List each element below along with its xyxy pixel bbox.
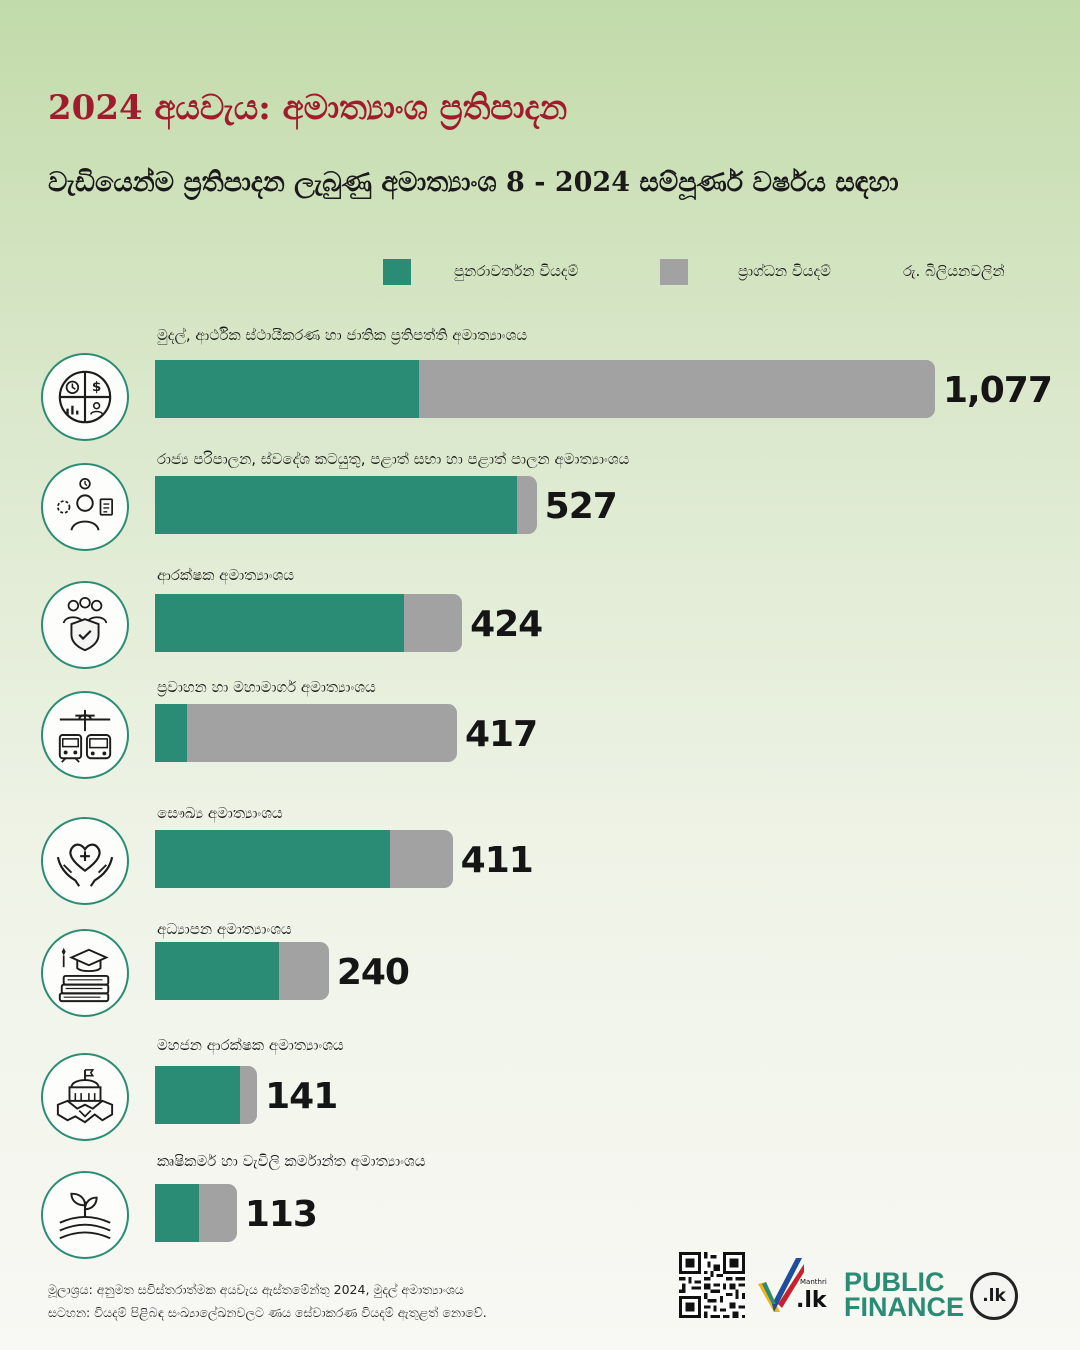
bar-recurrent bbox=[155, 1184, 200, 1242]
bar-total-label: 113 bbox=[244, 1194, 318, 1235]
chart-row: අධ්‍යාපන අමාත්‍යාංශය 240 bbox=[0, 920, 1080, 1038]
public-admin-icon bbox=[41, 463, 129, 551]
category-label: කෘෂිකර්ම හා වැවිලි කර්මාන්ත අමාත්‍යාංශය bbox=[157, 1152, 426, 1170]
svg-text:$: $ bbox=[92, 379, 101, 395]
footer-source: මූලාශ්‍රය: අනුමත සවිස්තරාත්මක අයවැය ඇස්ත… bbox=[48, 1282, 464, 1297]
legend-unit-label: රු. බිලියනවලින් bbox=[903, 262, 1005, 280]
bar-capital bbox=[155, 360, 935, 418]
public-security-icon bbox=[41, 1053, 129, 1141]
pf-line1: PUBLIC bbox=[844, 1267, 945, 1297]
bar-total-label: 417 bbox=[465, 714, 538, 755]
chart-row: $ මුදල්, ආර්ථික ස්ථායීකරණ හා ජාතික ප්‍රති… bbox=[0, 326, 1080, 444]
chart-row: මහජන ආරක්ෂක අමාත්‍යාංශය 141 bbox=[0, 1036, 1080, 1154]
pf-seal-icon: .lk bbox=[970, 1272, 1018, 1320]
bar-recurrent bbox=[155, 1066, 241, 1124]
pf-line2: FINANCE bbox=[844, 1292, 964, 1322]
chart-row: ආරක්ෂක අමාත්‍යාංශය 424 bbox=[0, 566, 1080, 684]
finance-pie-icon: $ bbox=[41, 353, 129, 441]
footer-note: සටහන: වියදම් පිළිබඳ සංඛ්‍යාලේඛනවලට ණය සේ… bbox=[48, 1305, 487, 1320]
bar-capital bbox=[155, 942, 329, 1000]
bar-capital bbox=[155, 704, 457, 762]
bar-capital bbox=[155, 594, 463, 652]
legend-recurrent-label: පුනරාවර්තන වියදම් bbox=[454, 262, 579, 280]
bar-total-label: 527 bbox=[544, 486, 618, 527]
chart-row: රාජ්‍ය පරිපාලන, ස්වදේශ කටයුතු, පළාත් සභා… bbox=[0, 450, 1080, 568]
page-title: 2024 අයවැය: අමාත්‍යාංශ ප්‍රතිපාදන bbox=[48, 88, 568, 128]
bar-total-label: 240 bbox=[336, 952, 410, 993]
defence-shield-icon bbox=[41, 581, 129, 669]
qr-code-icon[interactable] bbox=[679, 1252, 745, 1318]
category-label: සෞඛ්‍ය අමාත්‍යාංශය bbox=[157, 804, 283, 822]
bar-capital bbox=[155, 1066, 258, 1124]
chart-row: කෘෂිකර්ම හා වැවිලි කර්මාන්ත අමාත්‍යාංශය 1… bbox=[0, 1152, 1080, 1270]
bar-capital bbox=[155, 1184, 237, 1242]
legend-capital-swatch bbox=[660, 259, 688, 285]
bar-recurrent bbox=[155, 594, 405, 652]
category-label: රාජ්‍ය පරිපාලන, ස්වදේශ කටයුතු, පළාත් සභා… bbox=[157, 450, 630, 468]
education-books-icon bbox=[41, 929, 129, 1017]
health-heart-icon bbox=[41, 817, 129, 905]
public-finance-logo[interactable]: PUBLIC FINANCE bbox=[844, 1267, 964, 1322]
bar-recurrent bbox=[155, 476, 518, 534]
bar-total-label: 1,077 bbox=[943, 370, 1053, 411]
chart-row: ප්‍රවාහන හා මහාමාර්ග අමාත්‍යාංශය 417 bbox=[0, 678, 1080, 796]
manthri-check-icon bbox=[758, 1258, 804, 1312]
bar-total-label: 424 bbox=[470, 604, 543, 645]
category-label: මහජන ආරක්ෂක අමාත්‍යාංශය bbox=[157, 1036, 344, 1054]
legend-recurrent-swatch bbox=[383, 259, 411, 285]
chart-row: සෞඛ්‍ය අමාත්‍යාංශය 411 bbox=[0, 804, 1080, 922]
category-label: අධ්‍යාපන අමාත්‍යාංශය bbox=[157, 920, 292, 938]
bar-total-label: 141 bbox=[265, 1076, 338, 1117]
manthri-text: Manthri bbox=[800, 1278, 827, 1286]
page-subtitle: වැඩියෙන්ම ප්‍රතිපාදන ලැබුණු අමාත්‍යාංශ 8… bbox=[48, 167, 899, 198]
bar-recurrent bbox=[155, 360, 419, 418]
agriculture-sprout-icon bbox=[41, 1171, 129, 1259]
chart-legend: පුනරාවර්තන වියදම් ප්‍රාග්ධන වියදම් රු. බ… bbox=[0, 258, 1080, 288]
bar-capital bbox=[155, 830, 453, 888]
manthri-lk-logo[interactable]: Manthri .lk bbox=[756, 1254, 834, 1320]
manthri-lk-text: .lk bbox=[796, 1288, 827, 1313]
transport-icon bbox=[41, 691, 129, 779]
category-label: ප්‍රවාහන හා මහාමාර්ග අමාත්‍යාංශය bbox=[157, 678, 376, 696]
bar-capital bbox=[155, 476, 537, 534]
category-label: ආරක්ෂක අමාත්‍යාංශය bbox=[157, 566, 295, 584]
bar-recurrent bbox=[155, 942, 279, 1000]
category-label: මුදල්, ආර්ථික ස්ථායීකරණ හා ජාතික ප්‍රතිප… bbox=[157, 326, 528, 344]
bar-total-label: 411 bbox=[460, 840, 534, 881]
bar-recurrent bbox=[155, 830, 391, 888]
legend-capital-label: ප්‍රාග්ධන වියදම් bbox=[738, 262, 831, 280]
bar-recurrent bbox=[155, 704, 187, 762]
